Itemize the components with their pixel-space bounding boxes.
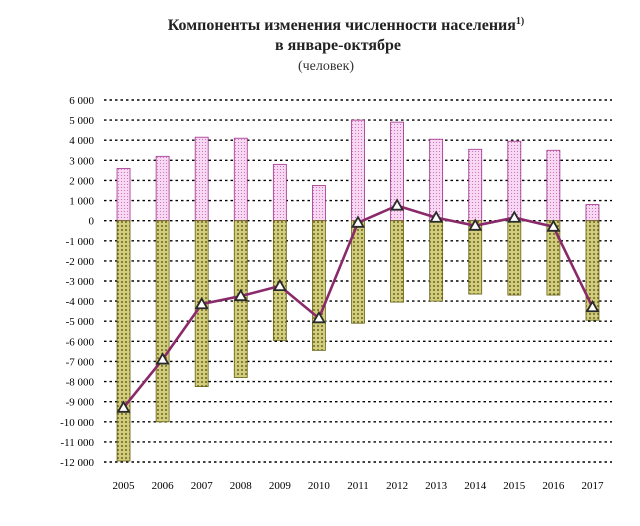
x-tick-label: 2016 [542,480,565,492]
y-tick-label: 0 [89,216,95,228]
positive-bar [194,136,209,222]
positive-bar [312,185,326,222]
y-tick-label: 3 000 [69,155,94,167]
y-tick-label: -1 000 [66,236,95,248]
y-tick-label: -4 000 [66,296,95,308]
line-marker [233,288,248,302]
y-tick-label: -2 000 [66,256,95,268]
x-tick-label: 2013 [425,480,448,492]
positive-bar [272,163,287,222]
negative-bar [468,220,483,295]
line-marker [585,299,600,313]
positive-bar [351,119,365,222]
y-tick-label: 1 000 [69,196,94,208]
x-tick-label: 2008 [230,480,253,492]
line-marker [468,218,483,231]
x-tick-label: 2017 [581,480,604,492]
negative-bar [585,220,600,321]
x-tick-label: 2006 [152,480,175,492]
x-tick-label: 2014 [464,480,487,492]
positive-bar [585,204,600,222]
y-tick-label: -5 000 [66,316,95,328]
y-tick-label: -11 000 [60,437,94,449]
y-tick-label: -8 000 [66,377,95,389]
y-tick-label: -6 000 [66,336,95,348]
bars [116,119,600,462]
x-axis-ticks: 2005 2006 2007 2008 2009 2010 2011 2012 2013 2014… [113,480,604,492]
chart-title-line1-text: Компоненты изменения численности населен… [168,17,517,34]
line-marker [155,352,170,365]
line-marker [194,296,209,310]
line-marker [350,215,366,228]
positive-bar [507,140,522,222]
chart-title-line1: Компоненты изменения численности населен… [168,16,525,34]
x-tick-label: 2011 [347,480,369,492]
positive-bar [546,149,561,222]
positive-bar [155,155,170,222]
line-marker [390,198,405,211]
y-tick-label: -7 000 [66,356,95,368]
x-tick-label: 2015 [503,480,526,492]
chart-title: Компоненты изменения численности населен… [168,16,525,74]
negative-bar [155,220,170,423]
positive-bar [429,138,444,222]
y-tick-label: -9 000 [66,397,95,409]
x-tick-label: 2010 [308,480,331,492]
x-tick-label: 2012 [386,480,408,492]
y-tick-label: 2 000 [69,175,94,187]
y-tick-label: 4 000 [69,135,94,147]
positive-bar [116,167,131,222]
line-series [116,198,600,413]
y-tick-label: 5 000 [69,115,94,127]
y-tick-label: -12 000 [60,457,94,469]
positive-bar [468,148,483,222]
negative-bar [390,220,404,303]
line-marker [507,210,522,223]
y-tick-label: 6 000 [69,95,94,107]
positive-bar [233,137,248,222]
y-axis-ticks: 6 000 5 000 4 000 3 000 2 000 1 000 0 -1 000 -2 … [60,95,94,469]
line-marker [272,278,287,292]
negative-bar [312,220,326,351]
line-marker [429,210,444,223]
chart-title-footnote: 1) [516,16,524,27]
x-tick-label: 2007 [191,480,214,492]
negative-bar [429,220,444,302]
line-marker [546,219,561,232]
negative-bar [116,220,131,462]
chart-title-line2: в январе-октябре [275,37,401,54]
x-tick-label: 2005 [113,480,136,492]
negative-bar [546,220,561,296]
line-marker [311,310,326,324]
negative-bar [507,220,522,296]
y-tick-label: -3 000 [66,276,95,288]
chart-unit-label: (человек) [298,59,354,74]
x-tick-label: 2009 [269,480,292,492]
line-marker [116,400,131,413]
y-tick-label: -10 000 [60,417,94,429]
